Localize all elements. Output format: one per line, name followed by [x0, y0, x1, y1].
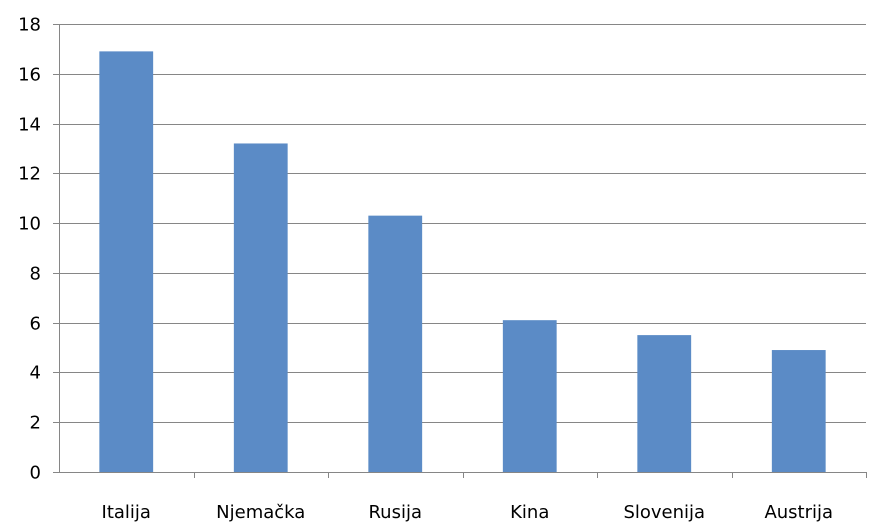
y-tick-label: 8	[30, 264, 41, 285]
y-tick-label: 16	[18, 65, 41, 86]
y-tick-label: 12	[18, 164, 41, 185]
y-tick-label: 6	[30, 314, 41, 335]
bar-rusija	[368, 215, 423, 472]
y-tick-label: 2	[30, 413, 41, 434]
x-category-label: Italija	[102, 502, 151, 523]
x-category-label: Njemačka	[216, 502, 305, 523]
bar-slovenija	[637, 335, 692, 472]
y-tick-label: 0	[30, 463, 41, 484]
axes	[53, 24, 867, 478]
y-tick-label: 10	[18, 214, 41, 235]
x-category-label: Rusija	[368, 502, 422, 523]
bar-kina	[502, 320, 557, 472]
bars	[99, 51, 826, 472]
y-tick-label: 4	[30, 363, 41, 384]
y-tick-labels: 0 2 4 6 8 10 12 14 16 18	[18, 15, 41, 484]
x-category-labels: Italija Njemačka Rusija Kina Slovenija Austri…	[102, 502, 834, 523]
gridlines	[59, 24, 866, 423]
y-tick-label: 14	[18, 115, 41, 136]
x-category-label: Kina	[510, 502, 549, 523]
bar-italija	[99, 51, 154, 472]
bar-austrija	[771, 350, 826, 472]
x-category-label: Austrija	[764, 502, 833, 523]
x-category-label: Slovenija	[623, 502, 705, 523]
y-tick-label: 18	[18, 15, 41, 36]
bar-njemačka	[233, 143, 288, 472]
